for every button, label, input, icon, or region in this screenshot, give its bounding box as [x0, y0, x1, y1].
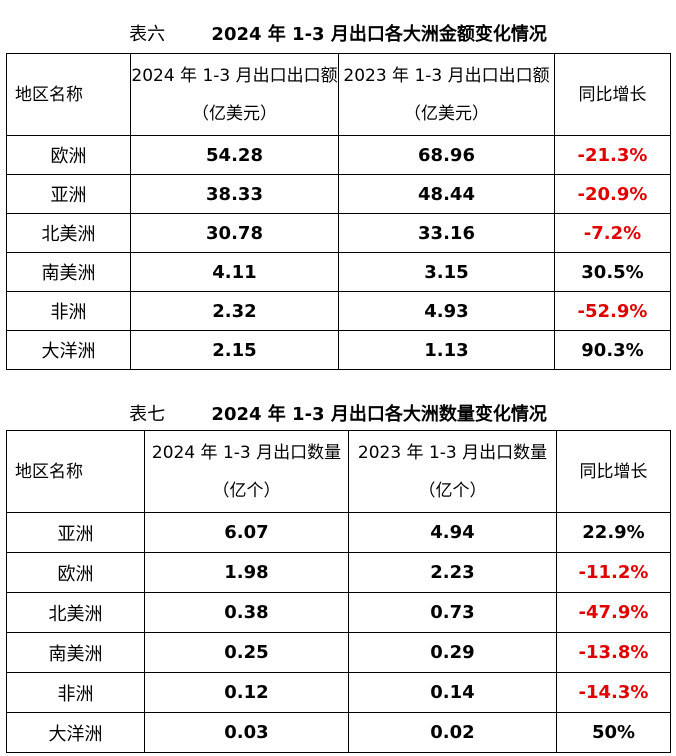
region-cell: 欧洲 [6, 135, 131, 175]
value-2024-cell: 38.33 [130, 174, 339, 214]
region-cell: 南美洲 [6, 632, 145, 673]
value-2023-cell: 0.73 [348, 592, 557, 633]
region-cell: 南美洲 [6, 252, 131, 292]
value-2023-cell: 1.13 [338, 330, 555, 370]
value-2024-cell: 2.15 [130, 330, 339, 370]
value-2024-cell: 54.28 [130, 135, 339, 175]
table7-header-2024: 2024 年 1-3 月出口数量（亿个） [144, 430, 349, 513]
region-cell: 亚洲 [6, 512, 145, 553]
value-2023-cell: 2.23 [348, 552, 557, 593]
growth-cell: 30.5% [554, 252, 671, 292]
table-row: 北美洲 0.38 0.73 -47.9% [6, 592, 671, 633]
table6-caption: 表六 2024 年 1-3 月出口各大洲金额变化情况 [0, 20, 676, 46]
table-row: 欧洲 1.98 2.23 -11.2% [6, 552, 671, 593]
growth-cell: -11.2% [556, 552, 671, 593]
growth-cell: -21.3% [554, 135, 671, 175]
table7-header-growth: 同比增长 [556, 430, 671, 513]
value-2023-cell: 4.93 [338, 291, 555, 331]
value-2024-cell: 1.98 [144, 552, 349, 593]
table7-header-row: 地区名称 2024 年 1-3 月出口数量（亿个） 2023 年 1-3 月出口… [6, 430, 671, 513]
table6-body: 欧洲 54.28 68.96 -21.3% 亚洲 38.33 48.44 -20.9% 北美洲 3… [6, 135, 671, 370]
value-2023-cell: 0.29 [348, 632, 557, 673]
growth-cell: -7.2% [554, 213, 671, 253]
table6: 地区名称 2024 年 1-3 月出口出口额（亿美元） 2023 年 1-3 月… [6, 53, 671, 370]
region-cell: 非洲 [6, 672, 145, 713]
value-2024-cell: 30.78 [130, 213, 339, 253]
growth-cell: 22.9% [556, 512, 671, 553]
growth-cell: 90.3% [554, 330, 671, 370]
growth-cell: -14.3% [556, 672, 671, 713]
value-2023-cell: 0.14 [348, 672, 557, 713]
region-cell: 北美洲 [6, 592, 145, 633]
region-cell: 欧洲 [6, 552, 145, 593]
value-2024-cell: 0.25 [144, 632, 349, 673]
growth-cell: -47.9% [556, 592, 671, 633]
table-row: 南美洲 4.11 3.15 30.5% [6, 252, 671, 292]
value-2024-cell: 0.03 [144, 712, 349, 753]
value-2024-cell: 4.11 [130, 252, 339, 292]
region-cell: 大洋洲 [6, 712, 145, 753]
table6-header-region: 地区名称 [6, 53, 131, 136]
table-row: 大洋洲 0.03 0.02 50% [6, 712, 671, 753]
value-2024-cell: 0.12 [144, 672, 349, 713]
table-row: 亚洲 38.33 48.44 -20.9% [6, 174, 671, 214]
value-2023-cell: 3.15 [338, 252, 555, 292]
value-2023-cell: 68.96 [338, 135, 555, 175]
table-row: 南美洲 0.25 0.29 -13.8% [6, 632, 671, 673]
table-row: 亚洲 6.07 4.94 22.9% [6, 512, 671, 553]
table7-caption: 表七 2024 年 1-3 月出口各大洲数量变化情况 [0, 400, 676, 426]
table7-header-2023: 2023 年 1-3 月出口数量（亿个） [348, 430, 557, 513]
table7-body: 亚洲 6.07 4.94 22.9% 欧洲 1.98 2.23 -11.2% 北美洲 0.38 0.… [6, 512, 671, 753]
value-2023-cell: 48.44 [338, 174, 555, 214]
region-cell: 北美洲 [6, 213, 131, 253]
value-2024-cell: 6.07 [144, 512, 349, 553]
region-cell: 大洋洲 [6, 330, 131, 370]
table-row: 非洲 0.12 0.14 -14.3% [6, 672, 671, 713]
region-cell: 亚洲 [6, 174, 131, 214]
table7-caption-label: 表七 [129, 404, 166, 425]
table6-caption-title: 2024 年 1-3 月出口各大洲金额变化情况 [211, 24, 547, 45]
table6-header-growth: 同比增长 [554, 53, 671, 136]
value-2024-cell: 2.32 [130, 291, 339, 331]
table-row: 欧洲 54.28 68.96 -21.3% [6, 135, 671, 175]
table7: 地区名称 2024 年 1-3 月出口数量（亿个） 2023 年 1-3 月出口… [6, 430, 671, 753]
value-2023-cell: 33.16 [338, 213, 555, 253]
table-row: 北美洲 30.78 33.16 -7.2% [6, 213, 671, 253]
value-2023-cell: 0.02 [348, 712, 557, 753]
table7-caption-title: 2024 年 1-3 月出口各大洲数量变化情况 [211, 404, 547, 425]
growth-cell: -13.8% [556, 632, 671, 673]
table6-caption-label: 表六 [129, 24, 166, 45]
growth-cell: -52.9% [554, 291, 671, 331]
value-2024-cell: 0.38 [144, 592, 349, 633]
table-row: 大洋洲 2.15 1.13 90.3% [6, 330, 671, 370]
table6-header-2024: 2024 年 1-3 月出口出口额（亿美元） [130, 53, 339, 136]
table7-header-region: 地区名称 [6, 430, 145, 513]
growth-cell: 50% [556, 712, 671, 753]
growth-cell: -20.9% [554, 174, 671, 214]
table-row: 非洲 2.32 4.93 -52.9% [6, 291, 671, 331]
table6-header-row: 地区名称 2024 年 1-3 月出口出口额（亿美元） 2023 年 1-3 月… [6, 53, 671, 136]
region-cell: 非洲 [6, 291, 131, 331]
table6-header-2023: 2023 年 1-3 月出口出口额（亿美元） [338, 53, 555, 136]
value-2023-cell: 4.94 [348, 512, 557, 553]
